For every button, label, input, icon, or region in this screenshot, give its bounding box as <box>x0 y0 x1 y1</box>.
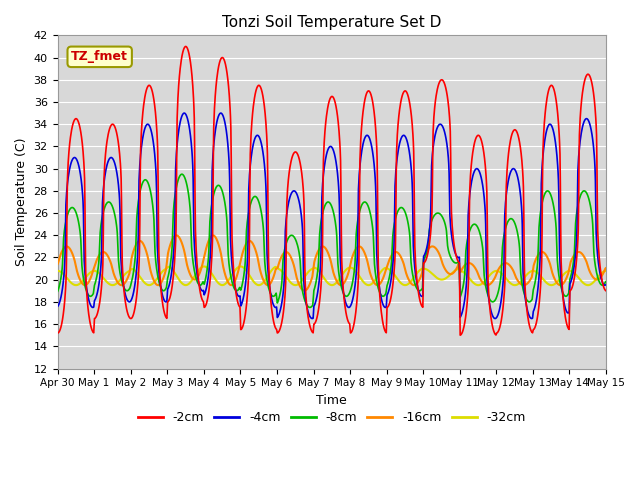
-32cm <box>54 268 61 274</box>
-8cm <box>538 204 545 210</box>
Line: -16cm: -16cm <box>58 235 605 291</box>
Legend: -2cm, -4cm, -8cm, -16cm, -32cm: -2cm, -4cm, -8cm, -16cm, -32cm <box>132 406 531 429</box>
-8cm <box>54 288 61 294</box>
-32cm <box>489 269 497 275</box>
-32cm <box>538 274 545 280</box>
-2cm <box>163 314 170 320</box>
-32cm <box>200 264 207 269</box>
X-axis label: Time: Time <box>316 394 347 407</box>
-2cm <box>417 301 425 307</box>
-16cm <box>173 232 180 238</box>
-2cm <box>237 326 245 332</box>
-4cm <box>180 110 188 116</box>
-16cm <box>301 288 308 294</box>
Text: TZ_fmet: TZ_fmet <box>71 50 128 63</box>
Title: Tonzi Soil Temperature Set D: Tonzi Soil Temperature Set D <box>222 15 442 30</box>
Line: -2cm: -2cm <box>58 47 605 335</box>
-2cm <box>489 325 497 331</box>
-4cm <box>489 313 497 319</box>
-4cm <box>602 282 609 288</box>
-4cm <box>163 299 170 305</box>
-16cm <box>417 272 425 278</box>
-4cm <box>54 304 61 310</box>
-32cm <box>417 266 425 272</box>
-32cm <box>237 264 245 269</box>
-16cm <box>538 249 545 255</box>
-4cm <box>538 180 545 186</box>
-8cm <box>178 171 186 177</box>
-16cm <box>237 256 245 262</box>
-16cm <box>176 236 184 241</box>
-8cm <box>417 287 425 293</box>
-2cm <box>182 44 189 49</box>
-2cm <box>538 269 545 275</box>
-32cm <box>474 282 482 288</box>
-2cm <box>54 330 61 336</box>
-32cm <box>163 266 170 272</box>
-2cm <box>175 73 183 79</box>
-8cm <box>163 285 170 291</box>
-32cm <box>175 277 183 283</box>
-4cm <box>308 316 316 322</box>
-8cm <box>602 279 609 285</box>
-8cm <box>175 174 183 180</box>
-4cm <box>417 293 425 299</box>
-32cm <box>602 268 609 274</box>
-16cm <box>489 278 497 284</box>
-8cm <box>306 304 314 310</box>
-2cm <box>456 332 464 338</box>
-8cm <box>237 286 245 292</box>
Line: -4cm: -4cm <box>58 113 605 319</box>
-4cm <box>237 302 245 308</box>
-2cm <box>602 288 609 293</box>
-8cm <box>489 299 497 305</box>
-16cm <box>602 265 609 271</box>
Y-axis label: Soil Temperature (C): Soil Temperature (C) <box>15 138 28 266</box>
-16cm <box>54 261 61 267</box>
Line: -8cm: -8cm <box>58 174 605 307</box>
-16cm <box>163 266 170 272</box>
-4cm <box>175 123 183 129</box>
Line: -32cm: -32cm <box>58 266 605 285</box>
